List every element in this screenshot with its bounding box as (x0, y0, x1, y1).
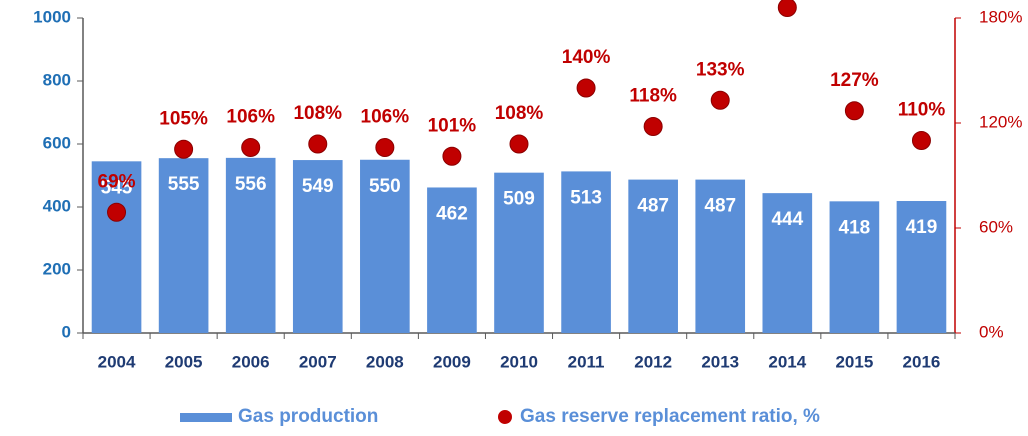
point-label: 133% (696, 59, 745, 80)
point (308, 134, 328, 154)
bar (494, 172, 544, 333)
x-tick-label: 2007 (299, 352, 337, 371)
point-label: 108% (495, 103, 544, 124)
bar (360, 159, 410, 333)
x-tick-label: 2013 (701, 352, 739, 371)
bar-label: 555 (168, 174, 200, 195)
point (710, 90, 730, 110)
x-tick-label: 2015 (835, 352, 873, 371)
point-label: 105% (159, 108, 208, 129)
point-label: 69% (98, 171, 136, 192)
point (241, 138, 261, 157)
point (643, 117, 663, 136)
y2-tick-label: 180% (979, 7, 1022, 26)
point (174, 139, 194, 159)
point-label: 118% (629, 86, 677, 107)
bar-label: 556 (235, 174, 267, 195)
y-tick-label: 200 (43, 259, 71, 278)
point (911, 131, 931, 150)
x-tick-label: 2014 (768, 352, 806, 371)
bar-label: 444 (771, 209, 803, 230)
point (509, 134, 529, 154)
bar (896, 201, 947, 333)
y-tick-label: 400 (43, 196, 71, 215)
bar (561, 171, 611, 333)
point-label: 108% (293, 103, 342, 124)
bar (762, 193, 813, 333)
bar (427, 187, 477, 333)
point-label: 110% (898, 100, 946, 121)
legend-swatch (180, 413, 232, 422)
x-tick-label: 2004 (98, 352, 136, 371)
bar-label: 549 (302, 176, 334, 197)
x-tick-label: 2011 (568, 352, 605, 371)
bar-label: 418 (839, 217, 871, 238)
bar (695, 179, 746, 333)
bar-label: 513 (570, 187, 602, 208)
bar-label: 487 (704, 196, 736, 217)
bar-label: 550 (369, 176, 401, 197)
point-label: 101% (428, 115, 477, 136)
legend-label: Gas reserve replacement ratio, % (520, 406, 820, 427)
point-label: 106% (361, 107, 410, 128)
y-tick-label: 1000 (33, 7, 71, 26)
point (375, 138, 395, 157)
point (576, 78, 596, 98)
bar (158, 158, 209, 333)
point (844, 101, 864, 121)
bar (225, 157, 276, 333)
x-tick-label: 2012 (634, 352, 672, 371)
bar-label: 462 (436, 203, 468, 224)
point-label: 140% (562, 47, 611, 68)
point-label: 127% (830, 70, 879, 91)
bar-label: 419 (906, 217, 938, 238)
y2-tick-label: 60% (979, 217, 1013, 236)
legend-label: Gas production (238, 406, 378, 427)
bar (292, 160, 343, 333)
x-tick-label: 2009 (433, 352, 471, 371)
x-tick-label: 2006 (232, 352, 270, 371)
bar-label: 487 (637, 196, 669, 217)
point (442, 146, 462, 166)
y-tick-label: 600 (43, 133, 71, 152)
y-tick-label: 0 (62, 322, 71, 341)
bar (829, 201, 880, 333)
y2-tick-label: 120% (979, 112, 1022, 131)
x-tick-label: 2016 (903, 352, 941, 371)
x-tick-label: 2010 (500, 352, 538, 371)
bar (91, 161, 142, 333)
x-tick-label: 2008 (366, 352, 404, 371)
point-label: 106% (226, 107, 275, 128)
bar-label: 509 (503, 189, 535, 210)
bar-label: 545 (101, 177, 133, 198)
y-tick-label: 800 (43, 70, 71, 89)
y2-tick-label: 0% (979, 322, 1004, 341)
x-tick-label: 2005 (165, 352, 203, 371)
point (107, 202, 127, 222)
legend-swatch (498, 410, 512, 424)
point (777, 0, 797, 17)
bar (628, 179, 678, 333)
